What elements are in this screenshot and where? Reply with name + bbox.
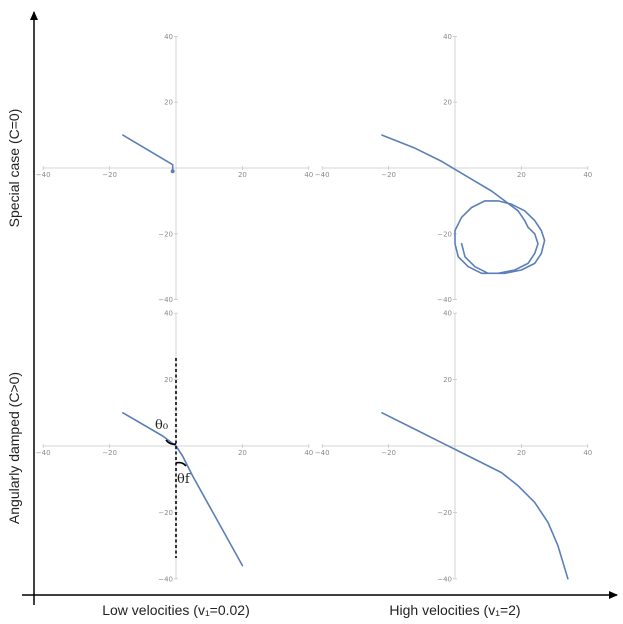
x-tick-label: −40: [315, 171, 330, 179]
theta-final-label: θf: [177, 472, 191, 487]
trajectory-line: [454, 200, 546, 275]
y-tick-label: 40: [164, 310, 173, 318]
panel-top-right: −40 −20 20 40 40 20 −20 −40: [315, 33, 592, 304]
y-tick-label: 20: [164, 99, 173, 107]
x-tick-label: 20: [517, 171, 526, 179]
row-label-special-case: Special case (C=0): [6, 109, 22, 228]
y-tick-label: −40: [158, 575, 173, 583]
x-tick-label: 40: [583, 449, 592, 457]
y-tick-label: −20: [437, 509, 452, 517]
y-tick-label: −20: [158, 509, 173, 517]
x-tick-label: 20: [517, 449, 526, 457]
y-tick-label: −40: [437, 296, 452, 304]
y-tick-label: 20: [443, 376, 452, 384]
column-label-low-velocities: Low velocities (v₁=0.02): [102, 602, 250, 618]
panel-top-left: −40 −20 20 40 40 20 −20 −40: [36, 33, 313, 304]
trajectory-line: [122, 411, 244, 567]
trajectory-line: [381, 134, 529, 228]
x-tick-label: 20: [238, 171, 247, 179]
y-tick-label: 40: [443, 310, 452, 318]
trajectory-line: [122, 134, 174, 173]
x-tick-label: 40: [304, 449, 313, 457]
trajectory-line: [381, 411, 569, 580]
x-tick-label: −40: [315, 449, 330, 457]
y-tick-label: 20: [443, 99, 452, 107]
y-tick-label: −20: [437, 230, 452, 238]
x-tick-label: 40: [304, 171, 313, 179]
panel-bottom-right: −40 −20 20 40 40 20 −20 −40: [315, 310, 592, 584]
y-tick-label: 40: [164, 33, 173, 41]
theta-initial-arc: [165, 439, 177, 445]
x-tick-label: −20: [381, 171, 396, 179]
column-label-high-velocities: High velocities (v₁=2): [389, 602, 520, 618]
x-tick-label: −40: [36, 449, 51, 457]
trajectory-endpoint: [170, 169, 175, 174]
y-tick-label: −40: [437, 575, 452, 583]
x-tick-label: −20: [102, 171, 117, 179]
x-tick-label: −40: [36, 171, 51, 179]
x-tick-label: 20: [238, 449, 247, 457]
y-tick-label: −20: [158, 230, 173, 238]
x-tick-label: −20: [381, 449, 396, 457]
theta-final-arc: [175, 461, 187, 467]
x-tick-label: −20: [102, 449, 117, 457]
theta-initial-label: θ₀: [155, 418, 168, 433]
y-tick-label: 20: [164, 376, 173, 384]
x-tick-label: 40: [583, 171, 592, 179]
panel-bottom-left: −40 −20 20 40 40 20 −20 −40: [36, 310, 313, 584]
row-label-angularly-damped: Angularly damped (C>0): [6, 372, 22, 524]
y-tick-label: 40: [443, 33, 452, 41]
y-tick-label: −40: [158, 296, 173, 304]
